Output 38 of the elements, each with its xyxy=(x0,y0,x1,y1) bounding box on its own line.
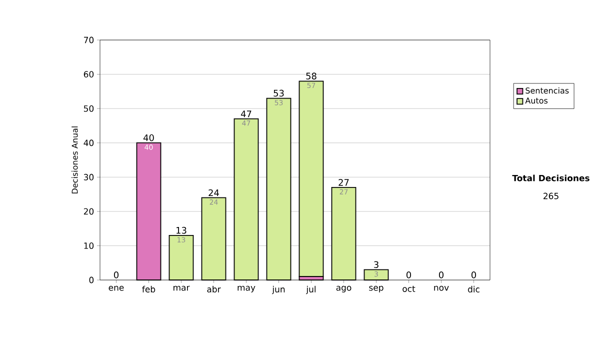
x-tick-label: nov xyxy=(434,286,449,291)
legend-label: Sentencias xyxy=(526,87,569,94)
total-label: 13 xyxy=(176,226,186,234)
total-label: 0 xyxy=(406,271,412,278)
y-tick-label: 60 xyxy=(84,71,94,78)
x-tick-label: abr xyxy=(207,286,221,292)
total-label: 58 xyxy=(306,72,316,80)
y-tick-label: 50 xyxy=(84,105,94,112)
y-axis-title: Decisiones Anual xyxy=(72,126,78,194)
y-tick-label: 10 xyxy=(84,242,94,249)
total-label: 40 xyxy=(143,134,154,142)
x-tick-label: ene xyxy=(108,286,124,291)
x-tick-label: feb xyxy=(142,286,156,292)
y-tick-label: 0 xyxy=(89,276,94,284)
x-tick-label: jul xyxy=(306,286,316,294)
y-tick-label: 20 xyxy=(84,208,94,215)
x-tick-label: sep xyxy=(369,286,384,292)
bar xyxy=(298,80,324,278)
total-label: 24 xyxy=(208,189,219,196)
x-tick-label: mar xyxy=(174,286,190,291)
total-label: 0 xyxy=(471,271,476,278)
x-tick-label: dic xyxy=(468,286,480,292)
total-label: 47 xyxy=(240,110,252,118)
legend-label: Autos xyxy=(525,98,548,104)
x-tick-label: ago xyxy=(336,286,352,292)
total-label: 3 xyxy=(374,261,378,268)
y-tick-label: 70 xyxy=(84,36,94,44)
text: 265 xyxy=(544,192,558,200)
x-tick-label: may xyxy=(238,286,256,292)
y-tick-label: 40 xyxy=(84,140,94,146)
total-label: 53 xyxy=(274,90,284,97)
total-label: 27 xyxy=(338,179,349,186)
x-tick-label: jun xyxy=(272,286,285,294)
x-tick-label: oct xyxy=(402,286,416,292)
y-tick-label: 30 xyxy=(84,174,94,180)
total-label: 0 xyxy=(438,271,444,278)
total-label: 0 xyxy=(114,271,119,278)
text: Total Decisiones xyxy=(512,174,590,182)
